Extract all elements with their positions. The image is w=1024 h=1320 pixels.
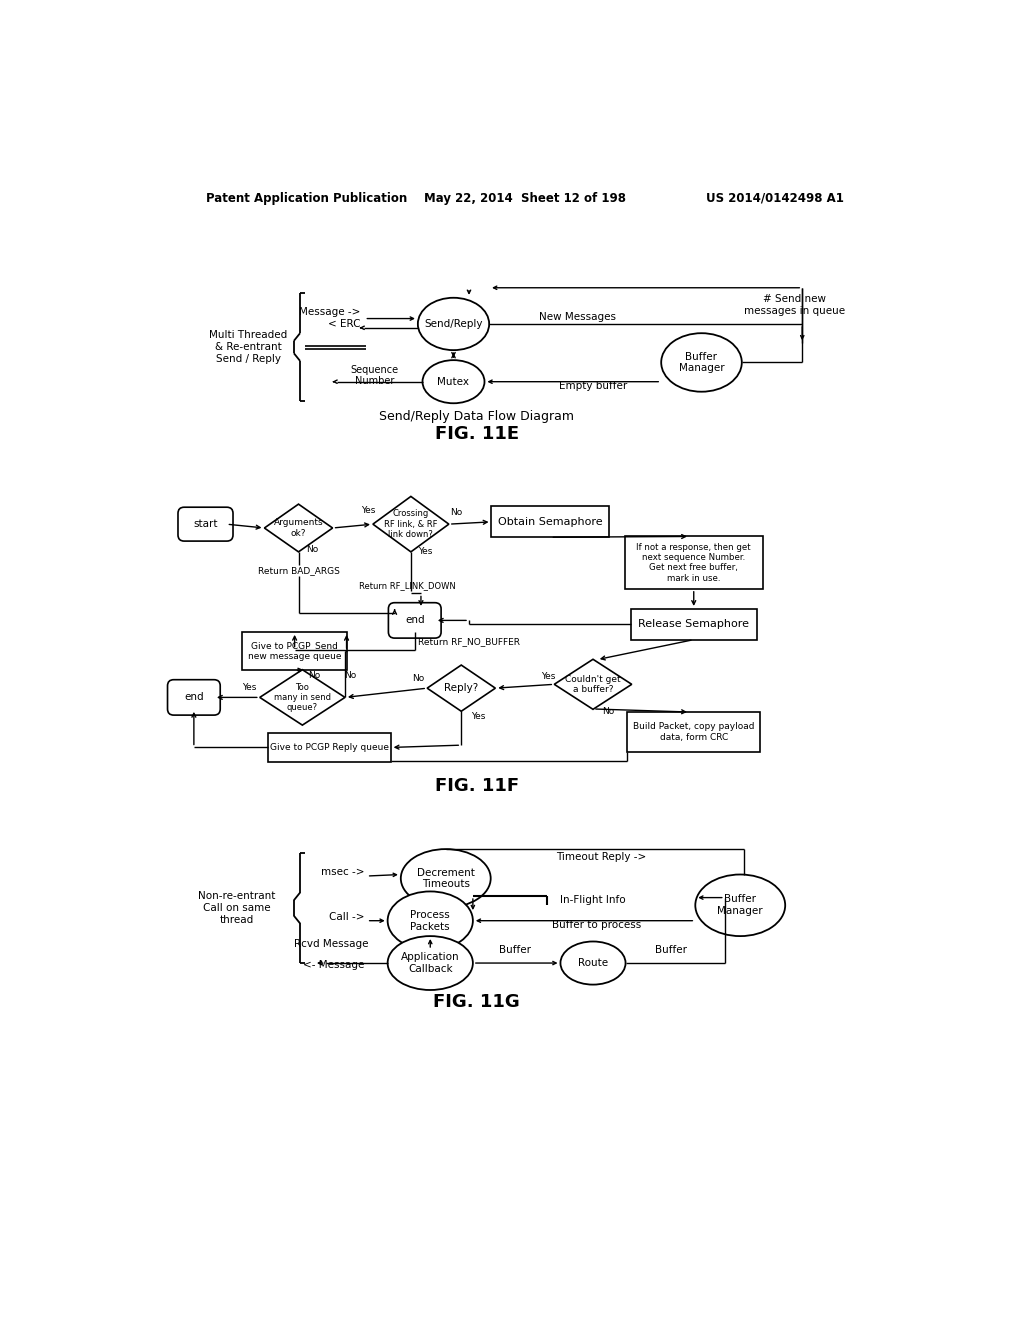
Text: Return RF_NO_BUFFER: Return RF_NO_BUFFER	[418, 636, 520, 645]
Polygon shape	[260, 669, 345, 725]
Polygon shape	[264, 504, 333, 552]
Text: Buffer
Manager: Buffer Manager	[718, 895, 763, 916]
Text: <- Message: <- Message	[303, 961, 365, 970]
Text: Yes: Yes	[361, 506, 376, 515]
Text: Too
many in send
queue?: Too many in send queue?	[273, 682, 331, 713]
Text: # Send new
messages in queue: # Send new messages in queue	[744, 294, 845, 315]
Text: end: end	[404, 615, 425, 626]
Text: Multi Threaded
& Re-entrant
Send / Reply: Multi Threaded & Re-entrant Send / Reply	[209, 330, 288, 363]
Text: Buffer to process: Buffer to process	[552, 920, 641, 929]
Text: Yes: Yes	[243, 682, 257, 692]
Text: Obtain Semaphore: Obtain Semaphore	[498, 517, 603, 527]
FancyBboxPatch shape	[168, 680, 220, 715]
Text: Buffer: Buffer	[654, 945, 686, 954]
Text: Empty buffer: Empty buffer	[559, 380, 627, 391]
Text: Sequence
Number: Sequence Number	[350, 364, 398, 387]
Text: May 22, 2014  Sheet 12 of 198: May 22, 2014 Sheet 12 of 198	[424, 191, 626, 205]
Ellipse shape	[388, 891, 473, 950]
Text: Yes: Yes	[471, 713, 485, 721]
Text: Return RF_LINK_DOWN: Return RF_LINK_DOWN	[358, 581, 456, 590]
Text: < ERC: < ERC	[328, 319, 360, 329]
Text: No: No	[344, 672, 356, 680]
Text: New Messages: New Messages	[539, 312, 616, 322]
Text: Mutex: Mutex	[437, 376, 469, 387]
Text: Build Packet, copy payload
data, form CRC: Build Packet, copy payload data, form CR…	[633, 722, 755, 742]
FancyBboxPatch shape	[243, 632, 347, 671]
Text: If not a response, then get
next sequence Number.
Get next free buffer,
mark in : If not a response, then get next sequenc…	[637, 543, 751, 582]
Text: msec ->: msec ->	[321, 867, 365, 878]
Text: No: No	[306, 545, 318, 554]
Text: Process
Packets: Process Packets	[411, 909, 451, 932]
FancyBboxPatch shape	[627, 711, 761, 752]
FancyBboxPatch shape	[625, 536, 763, 589]
Text: Route: Route	[578, 958, 608, 968]
Text: Send/Reply: Send/Reply	[424, 319, 482, 329]
Text: Patent Application Publication: Patent Application Publication	[206, 191, 407, 205]
FancyBboxPatch shape	[388, 603, 441, 638]
Ellipse shape	[423, 360, 484, 404]
Text: Buffer
Manager: Buffer Manager	[679, 351, 724, 374]
Text: No: No	[450, 508, 462, 517]
Text: Send/Reply Data Flow Diagram: Send/Reply Data Flow Diagram	[379, 409, 574, 422]
Text: start: start	[194, 519, 218, 529]
Text: Release Semaphore: Release Semaphore	[638, 619, 750, 630]
Text: Give to PCGP_Send
new message queue: Give to PCGP_Send new message queue	[248, 642, 341, 661]
Text: FIG. 11F: FIG. 11F	[434, 777, 519, 795]
Text: Crossing
RF link, & RF
link down?: Crossing RF link, & RF link down?	[384, 510, 437, 539]
Polygon shape	[554, 659, 632, 709]
Polygon shape	[427, 665, 496, 711]
Text: FIG. 11G: FIG. 11G	[433, 993, 520, 1011]
Text: In-Flight Info: In-Flight Info	[560, 895, 626, 906]
Polygon shape	[373, 496, 449, 552]
Text: US 2014/0142498 A1: US 2014/0142498 A1	[707, 191, 844, 205]
Text: Yes: Yes	[541, 672, 555, 681]
Ellipse shape	[418, 298, 489, 350]
Ellipse shape	[388, 936, 473, 990]
Ellipse shape	[400, 849, 490, 908]
Text: end: end	[184, 693, 204, 702]
Text: Call ->: Call ->	[329, 912, 365, 921]
Text: No: No	[308, 672, 321, 680]
Text: Give to PCGP Reply queue: Give to PCGP Reply queue	[270, 743, 389, 752]
Text: No: No	[602, 706, 614, 715]
Text: Timeout Reply ->: Timeout Reply ->	[556, 851, 646, 862]
FancyBboxPatch shape	[631, 609, 757, 640]
Text: Decrement
Timeouts: Decrement Timeouts	[417, 867, 475, 890]
Text: Return BAD_ARGS: Return BAD_ARGS	[258, 566, 339, 574]
Ellipse shape	[560, 941, 626, 985]
Text: Buffer: Buffer	[500, 945, 531, 954]
Text: Message ->: Message ->	[299, 308, 360, 317]
Ellipse shape	[695, 874, 785, 936]
Text: Non-re-entrant
Call on same
thread: Non-re-entrant Call on same thread	[198, 891, 275, 924]
Text: Yes: Yes	[418, 546, 432, 556]
Text: Reply?: Reply?	[444, 684, 478, 693]
FancyBboxPatch shape	[178, 507, 233, 541]
Text: Rcvd Message: Rcvd Message	[294, 939, 369, 949]
Text: No: No	[413, 675, 425, 684]
Text: FIG. 11E: FIG. 11E	[434, 425, 519, 444]
Text: Couldn't get
a buffer?: Couldn't get a buffer?	[565, 675, 621, 694]
Text: Arguments
ok?: Arguments ok?	[273, 519, 324, 537]
Ellipse shape	[662, 333, 741, 392]
FancyBboxPatch shape	[492, 507, 609, 537]
Text: Application
Callback: Application Callback	[401, 952, 460, 974]
FancyBboxPatch shape	[268, 733, 391, 762]
